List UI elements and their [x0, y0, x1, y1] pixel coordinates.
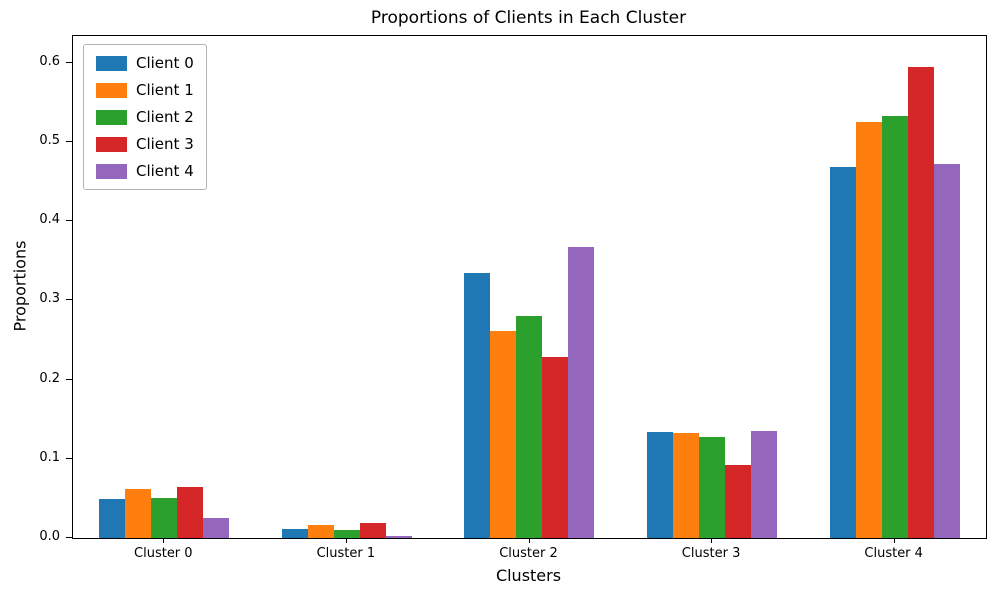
y-tick-mark [66, 299, 72, 301]
legend-label: Client 2 [136, 108, 194, 126]
x-tick-label: Cluster 4 [864, 546, 923, 561]
y-tick-mark [66, 378, 72, 380]
bar [307, 524, 334, 538]
y-tick-label: 0.6 [39, 53, 60, 69]
bar [359, 523, 386, 538]
legend-swatch [96, 163, 127, 179]
bar-group [621, 36, 804, 538]
y-tick-label: 0.4 [39, 212, 60, 228]
legend-entry: Client 4 [96, 162, 194, 180]
x-tick-mark [711, 538, 713, 543]
legend: Client 0 Client 1 Client 2 Client 3 Client 4 [83, 44, 207, 190]
x-tick-mark [163, 538, 165, 543]
bar-group [803, 36, 986, 538]
x-axis-tick-labels: Cluster 0 Cluster 1 Cluster 2 Cluster 3 Clus… [72, 538, 985, 561]
bar [647, 431, 674, 538]
x-tick-mark [528, 538, 530, 543]
x-tick-label: Cluster 1 [316, 546, 376, 561]
bar [673, 432, 700, 538]
y-tick-label: 0.0 [39, 529, 60, 544]
legend-label: Client 1 [136, 81, 194, 99]
plot-area: Client 0 Client 1 Client 2 Client 3 Client 4 [72, 35, 987, 539]
legend-entry: Client 2 [96, 108, 194, 126]
bar [699, 436, 726, 538]
legend-label: Client 0 [136, 54, 194, 72]
x-axis-ticks: Cluster 0 Cluster 1 Cluster 2 Cluster 3 Clus… [72, 538, 985, 562]
y-tick-mark [66, 141, 72, 143]
x-tick-mark [345, 538, 347, 543]
y-tick-mark [66, 537, 72, 538]
chart-title: Proportions of Clients in Each Cluster [370, 8, 687, 28]
legend-swatch [96, 109, 127, 125]
y-tick-mark [66, 457, 72, 459]
bar [177, 486, 204, 538]
legend-label: Client 4 [136, 162, 194, 180]
bar [281, 528, 308, 538]
bar [907, 66, 934, 538]
bar [751, 431, 778, 538]
bar [385, 536, 412, 538]
bar [125, 488, 152, 538]
bar [516, 316, 543, 538]
bar-group [438, 36, 621, 538]
y-tick-label: 0.3 [39, 291, 60, 307]
bar [151, 498, 178, 538]
bar-group [73, 36, 256, 538]
bar [725, 465, 752, 538]
legend-label: Client 3 [136, 135, 194, 153]
bar [99, 499, 126, 538]
y-tick-label: 0.1 [39, 449, 60, 465]
bar [542, 356, 569, 538]
bar [881, 116, 908, 538]
bar [855, 121, 882, 538]
y-tick-label: 0.5 [39, 133, 60, 149]
x-tick-label: Cluster 3 [681, 546, 741, 561]
legend-entry: Client 0 [96, 54, 194, 72]
x-tick-label: Cluster 2 [499, 546, 558, 561]
bars-container [73, 36, 986, 538]
legend-swatch [96, 136, 127, 152]
bar [933, 164, 960, 538]
bar [829, 167, 856, 538]
x-tick-label: Cluster 0 [134, 546, 193, 561]
bar-group [256, 36, 439, 538]
legend-swatch [96, 55, 127, 71]
bar [203, 518, 230, 538]
legend-entry: Client 1 [96, 81, 194, 99]
bar [333, 530, 360, 538]
y-tick-label: 0.2 [39, 370, 60, 386]
legend-entry: Client 3 [96, 135, 194, 153]
y-axis-ticks: 0.0 0.1 0.2 0.3 0.4 0.5 0.6 [0, 35, 72, 544]
legend-swatch [96, 82, 127, 98]
y-tick-mark [66, 220, 72, 222]
bar [490, 330, 517, 538]
x-tick-mark [893, 538, 895, 543]
bar [464, 272, 491, 538]
x-axis-label: Clusters [495, 566, 562, 585]
y-tick-mark [66, 61, 72, 63]
bar [568, 246, 595, 538]
